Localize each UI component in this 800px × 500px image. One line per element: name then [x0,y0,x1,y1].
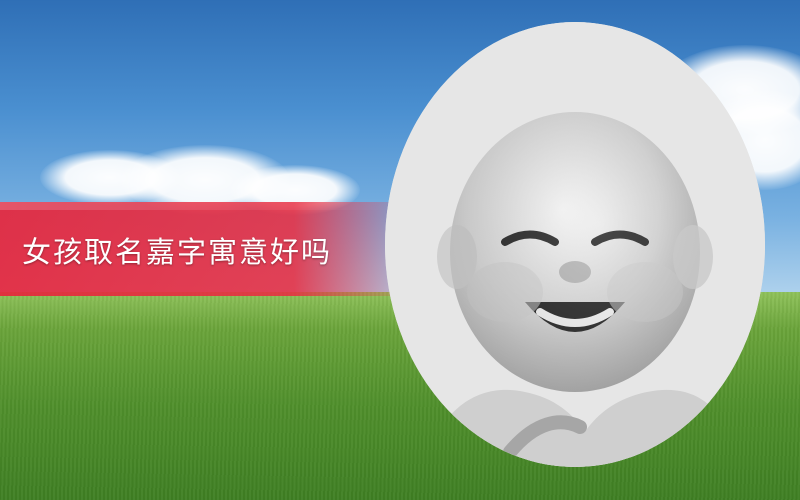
banner-highlight [0,202,420,210]
baby-portrait [385,22,765,467]
page-title: 女孩取名嘉字寓意好吗 [22,235,333,269]
baby-portrait-icon [385,22,765,467]
title-banner [0,202,420,296]
